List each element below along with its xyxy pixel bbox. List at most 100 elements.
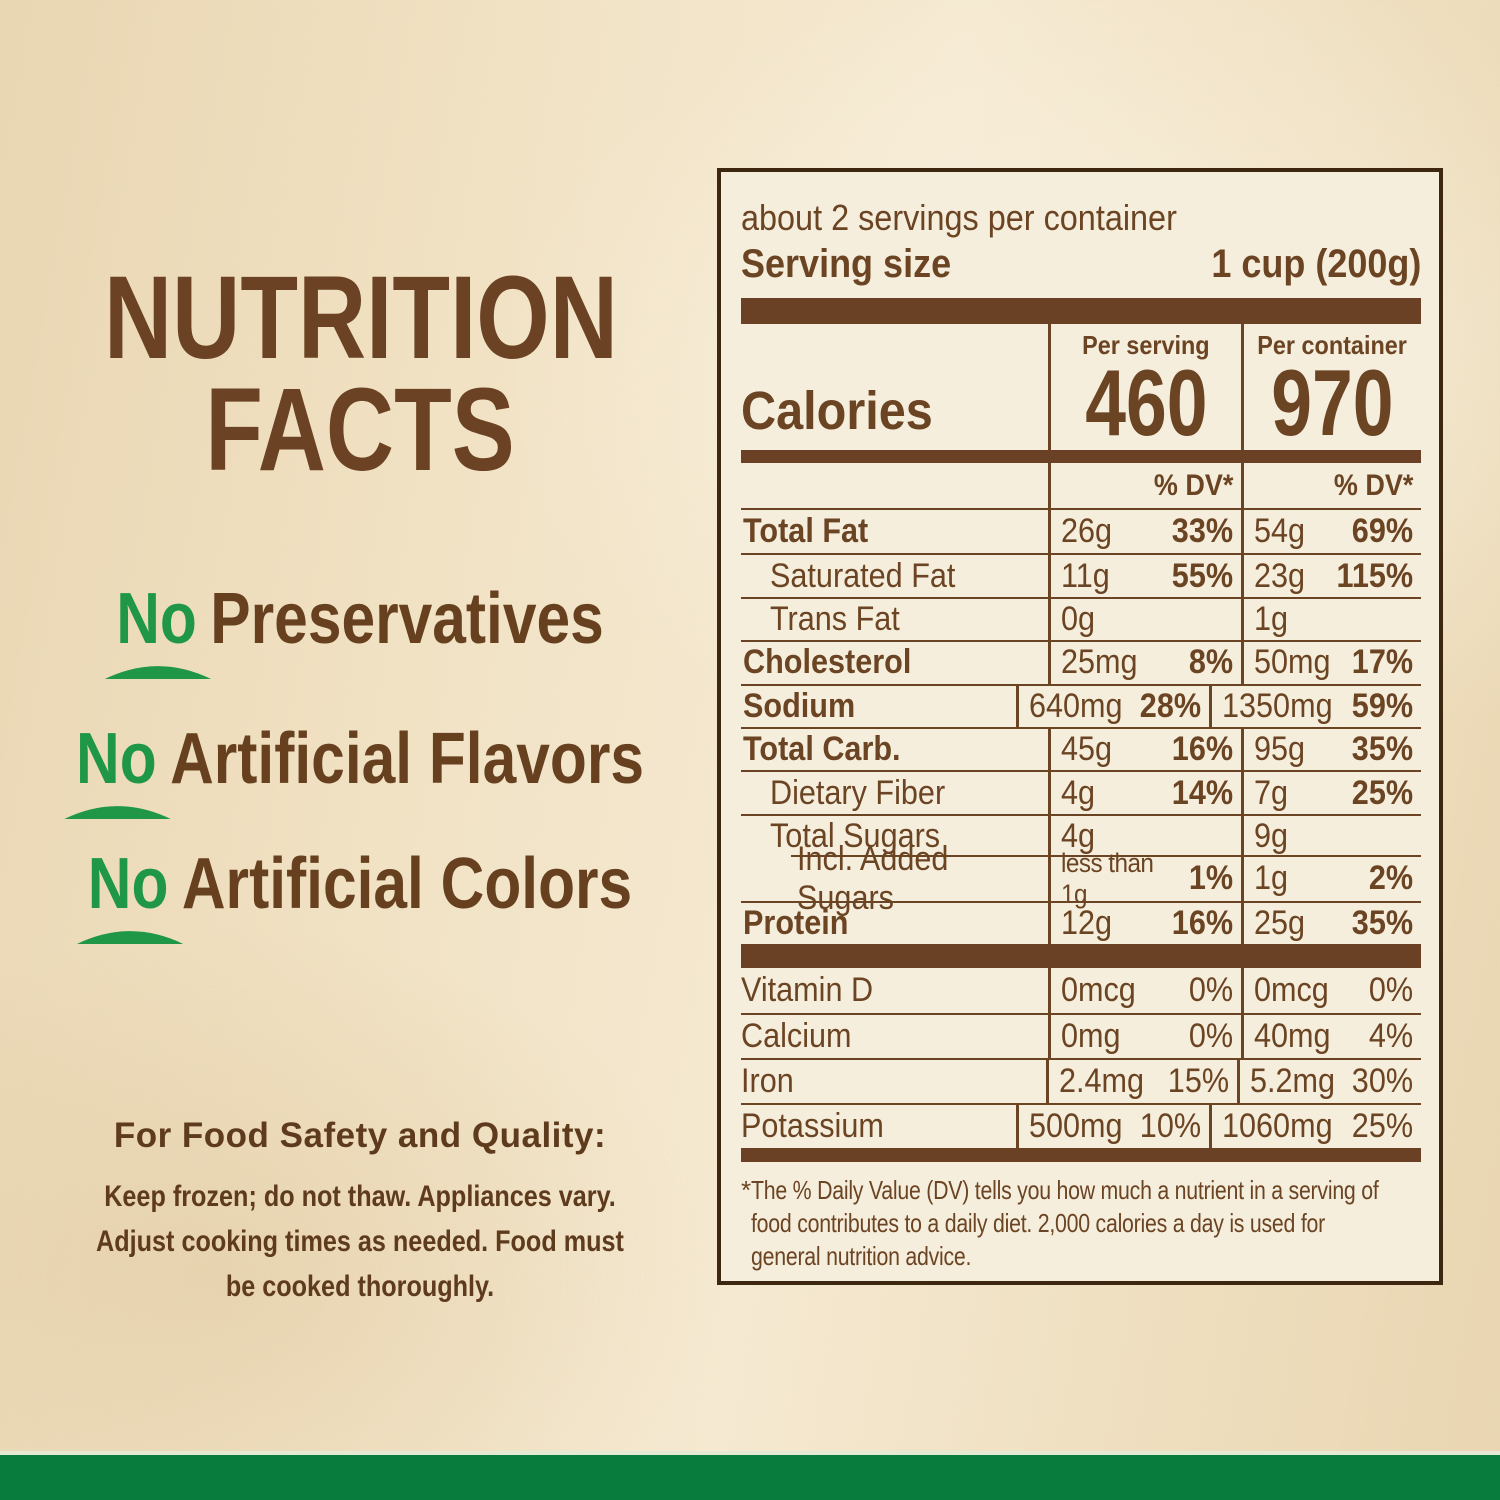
nutrient-label: Saturated Fat [770, 556, 956, 595]
per-serving-dv: 55% [1171, 556, 1233, 595]
left-column: NUTRITION FACTS No Preservatives No Arti… [40, 0, 680, 1500]
nutrient-rows: Total Fat 26g 33% 54g 69% Saturated Fat … [741, 510, 1421, 944]
per-serving-cell: 640mg 28% [1016, 685, 1209, 727]
calories-row: Calories Per serving 460 Per container 9… [741, 324, 1421, 450]
per-serving-dv: 1% [1188, 859, 1233, 898]
serving-size-row: Serving size 1 cup (200g) [741, 242, 1421, 286]
per-container-amount: 9g [1254, 816, 1289, 855]
serving-size-value: 1 cup (200g) [1210, 242, 1421, 286]
per-container-cell: 54g 69% [1241, 510, 1421, 554]
per-serving-dv: 10% [1139, 1106, 1202, 1145]
vitamin-row: Calcium 0mg 0% 40mg 4% [741, 1012, 1421, 1058]
per-serving-amount: 26g [1061, 512, 1113, 551]
per-container-cell: 1g [1241, 598, 1421, 641]
per-container-cell: 40mg 4% [1241, 1014, 1421, 1058]
vitamin-label-cell: Iron [741, 1060, 1046, 1103]
divider-bar-top [741, 298, 1421, 324]
bottom-green-bar [0, 1455, 1500, 1500]
vitamin-row: Potassium 500mg 10% 1060mg 25% [741, 1102, 1421, 1148]
per-serving-cell: 0mg 0% [1048, 1014, 1241, 1058]
vitamin-label-cell: Vitamin D [741, 968, 1048, 1013]
per-container-cell: 95g 35% [1241, 728, 1421, 771]
nutrient-row: Dietary Fiber 4g 14% 7g 25% [741, 770, 1421, 814]
per-serving-amount: 4g [1061, 773, 1096, 812]
per-serving-dv: 8% [1188, 643, 1233, 682]
nutrient-label: Protein [743, 903, 849, 942]
per-container-amount: 95g [1254, 730, 1306, 769]
per-container-cell: 23g 115% [1241, 555, 1421, 597]
per-container-amount: 5.2mg [1250, 1061, 1336, 1100]
per-serving-dv: 14% [1171, 773, 1233, 812]
claim-line: No Artificial Colors [76, 843, 633, 944]
per-container-dv: 35% [1351, 903, 1413, 942]
per-serving-dv: 15% [1168, 1061, 1230, 1100]
per-container-dv: 17% [1351, 643, 1413, 682]
nutrient-label: Incl. Added Sugars [797, 839, 949, 917]
per-serving-dv: 0% [1188, 970, 1233, 1009]
nutrient-label-cell: Sodium [741, 686, 1016, 727]
nutrient-row: Total Fat 26g 33% 54g 69% [741, 510, 1421, 554]
per-serving-amount: 45g [1061, 730, 1113, 769]
nutrient-label-cell: Saturated Fat [741, 555, 1048, 596]
calories-per-container-value: 970 [1271, 350, 1394, 455]
vitamin-label: Calcium [741, 1016, 852, 1055]
per-serving-amount: 0mg [1061, 1016, 1121, 1055]
nutrient-label-cell: Total Fat [741, 510, 1048, 553]
nutrient-row: Trans Fat 0g 1g [741, 596, 1421, 641]
food-safety-block: For Food Safety and Quality: Keep frozen… [40, 1116, 680, 1309]
per-container-dv [1413, 817, 1421, 856]
per-container-amount: 23g [1254, 556, 1306, 595]
claim-no-wrap: No [76, 843, 183, 944]
nutrient-label: Dietary Fiber [770, 773, 946, 812]
per-container-amount: 50mg [1254, 643, 1331, 682]
per-container-header: Per container [1257, 330, 1408, 360]
per-container-cell: 25g 35% [1241, 902, 1421, 944]
per-container-dv [1413, 600, 1421, 639]
per-container-dv: 4% [1368, 1016, 1413, 1055]
nutrient-label-cell: Dietary Fiber [741, 772, 1048, 813]
nutrition-facts-title: NUTRITION FACTS [40, 252, 680, 489]
divider-bar-bottom [741, 1147, 1421, 1162]
per-container-cell: 1350mg 59% [1209, 685, 1421, 727]
vitamin-row: Vitamin D 0mcg 0% 0mcg 0% [741, 967, 1421, 1013]
claim-line: No Preservatives [91, 578, 629, 679]
nutrition-facts-panel: about 2 servings per container Serving s… [717, 168, 1443, 1285]
per-serving-amount: less than 1g [1061, 847, 1154, 909]
nutrient-row: Saturated Fat 11g 55% 23g 115% [741, 553, 1421, 597]
per-container-cell: 1g 2% [1241, 857, 1421, 901]
per-serving-cell: 500mg 10% [1016, 1104, 1209, 1148]
per-serving-dv: 16% [1171, 903, 1233, 942]
per-container-dv: 35% [1351, 730, 1413, 769]
title-line-1: NUTRITION [104, 252, 618, 384]
per-serving-cell: 12g 16% [1048, 902, 1241, 944]
calories-per-serving-cell: Per serving 460 [1048, 324, 1241, 450]
per-serving-cell: 26g 33% [1048, 510, 1241, 554]
food-safety-lines: Keep frozen; do not thaw. Appliances var… [40, 1174, 680, 1309]
claim-text: Artificial Colors [181, 844, 633, 924]
footnote-line: general nutrition advice. [751, 1240, 972, 1271]
nutrient-label-cell: Incl. Added Sugars [741, 840, 1048, 917]
claim-no-wrap: No [104, 578, 212, 679]
nutrient-label-cell: Total Sugars [741, 816, 1048, 857]
per-container-amount: 1g [1254, 599, 1289, 638]
calories-label: Calories [741, 381, 933, 441]
per-container-cell: 1060mg 25% [1209, 1104, 1421, 1148]
claim-no-wrap: No [64, 718, 172, 819]
servings-per-container: about 2 servings per container [741, 197, 1177, 238]
pale-separator-line [0, 1451, 1500, 1455]
per-container-amount: 54g [1254, 512, 1306, 551]
nutrient-label: Sodium [743, 686, 856, 725]
nutrient-row: Cholesterol 25mg 8% 50mg 17% [741, 640, 1421, 684]
divider-bar-under-protein [741, 943, 1421, 968]
per-container-dv: 25% [1351, 1106, 1413, 1145]
nutrient-label: Cholesterol [743, 643, 912, 682]
per-serving-amount: 0g [1061, 599, 1096, 638]
vitamin-label: Vitamin D [741, 970, 874, 1009]
food-safety-line: Keep frozen; do not thaw. Appliances var… [104, 1180, 616, 1213]
per-serving-dv [1233, 817, 1241, 856]
per-serving-dv: 28% [1139, 686, 1202, 725]
green-underline-swoosh-icon [76, 931, 183, 944]
footnote-lines: The % Daily Value (DV) tells you how muc… [751, 1174, 1500, 1273]
per-serving-amount: 12g [1061, 903, 1113, 942]
